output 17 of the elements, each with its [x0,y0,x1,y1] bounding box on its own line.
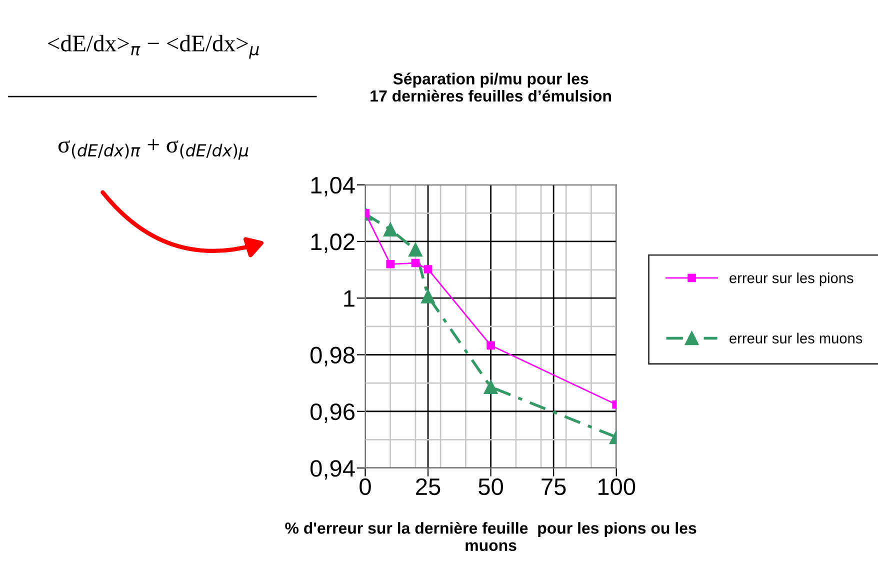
text: <dE/dx>$_{π}$ − <dE/dx>$_{μ}$ [48,34,259,59]
y-tick-label: 1,02 [311,234,354,254]
legend-label: erreur sur les pions [730,272,854,286]
y-tick-label: 0,94 [310,460,355,480]
x-axis-title: % d'erreur sur la dernière feuille pour les pions ou les muons [285,522,696,552]
y-tick-label: 0,98 [310,346,355,366]
y-tick-label: 0,96 [310,403,354,423]
text: σ$_{(dE/dx)π}$ + σ$_{(dE/dx)μ}$ [58,139,248,160]
y-tick-label: 1,04 [311,176,355,196]
x-tick-label: 0 [360,478,371,496]
x-tick-label: 75 [542,478,566,496]
y-tick-label: 1 [344,290,354,307]
x-tick-label: 100 [598,478,636,496]
legend-label: erreur sur les muons [730,332,862,344]
chart-title: Séparation pi/mu pour les 17 dernières feuilles d’émulsion [370,72,611,102]
x-tick-label: 50 [478,478,504,496]
x-tick-label: 25 [416,478,440,496]
